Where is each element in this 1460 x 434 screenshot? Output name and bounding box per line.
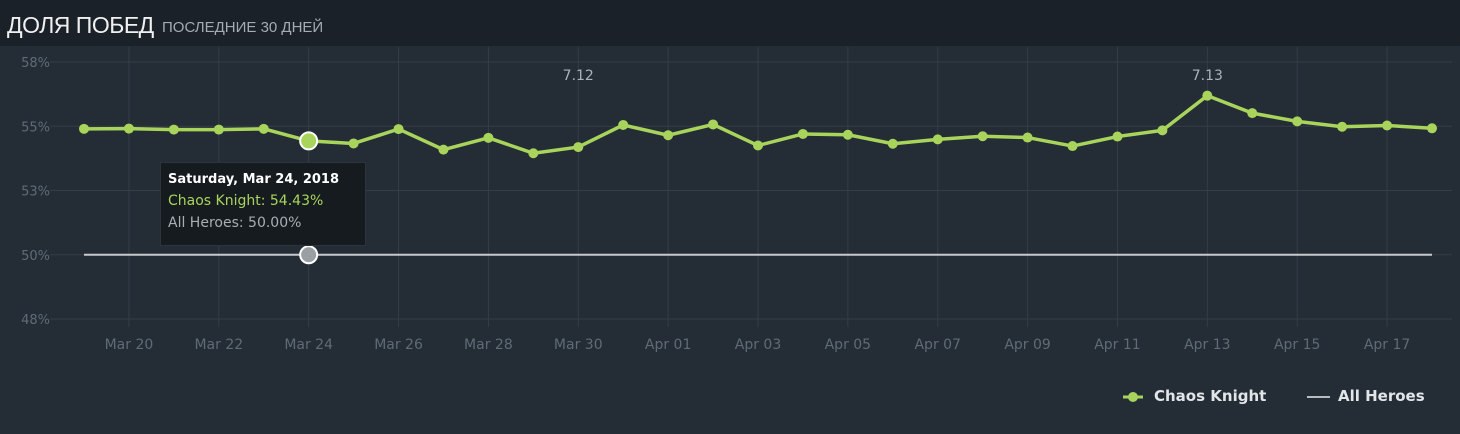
data-point	[483, 132, 494, 143]
x-tick-label: Apr 11	[1094, 337, 1140, 353]
x-tick-label: Apr 01	[645, 337, 691, 353]
data-point	[663, 130, 674, 141]
tooltip-hero-value: Chaos Knight: 54.43%	[168, 193, 324, 209]
data-point	[753, 140, 763, 151]
chart-header: ДОЛЯ ПОБЕД ПОСЛЕДНИЕ 30 ДНЕЙ	[0, 0, 1460, 46]
data-point	[1112, 131, 1123, 142]
data-point	[1292, 116, 1303, 127]
x-tick-label: Apr 03	[735, 337, 781, 353]
data-point	[79, 123, 89, 134]
data-point	[842, 129, 853, 140]
data-point	[438, 144, 449, 155]
x-tick-label: Mar 26	[374, 337, 423, 353]
x-tick-label: Mar 24	[284, 337, 333, 353]
highlight-point-baseline	[299, 245, 319, 265]
legend-label: Chaos Knight	[1154, 387, 1267, 405]
data-point	[1202, 90, 1213, 101]
data-point	[1022, 132, 1033, 143]
x-tick-label: Apr 07	[914, 337, 960, 353]
legend-marker-icon	[1123, 392, 1143, 402]
data-point	[708, 119, 719, 130]
patch-label: 7.12	[563, 68, 594, 84]
data-point	[168, 124, 179, 135]
hover-highlight	[299, 131, 319, 265]
data-point	[797, 128, 808, 139]
data-point	[393, 124, 404, 135]
data-point	[977, 131, 988, 142]
legend-label: All Heroes	[1338, 387, 1425, 405]
y-axis-labels: 58% 55% 53% 50% 48%	[21, 56, 50, 328]
x-tick-label: Mar 28	[464, 337, 513, 353]
data-point	[123, 123, 134, 134]
x-tick-label: Apr 13	[1184, 337, 1230, 353]
tooltip-date: Saturday, Mar 24, 2018	[168, 172, 340, 187]
x-tick-label: Mar 20	[105, 337, 154, 353]
x-axis-labels: Mar 20 Mar 22 Mar 24 Mar 26 Mar 28 Mar 30 Apr …	[105, 337, 1411, 353]
page-subtitle: ПОСЛЕДНИЕ 30 ДНЕЙ	[162, 19, 324, 36]
x-tick-label: Mar 30	[554, 337, 603, 353]
hover-tooltip: Saturday, Mar 24, 2018 Chaos Knight: 54.…	[160, 162, 366, 246]
legend-line-icon	[1307, 396, 1330, 398]
x-tick-label: Apr 17	[1364, 337, 1410, 353]
y-tick-label: 50%	[21, 249, 50, 264]
tooltip-all-heroes-value: All Heroes: 50.00%	[168, 215, 302, 231]
data-point	[258, 123, 269, 134]
patch-annotations: 7.12 7.13	[563, 68, 1223, 84]
vertical-gridlines	[128, 47, 1388, 327]
data-point	[348, 138, 359, 149]
data-point	[887, 138, 898, 149]
y-tick-label: 55%	[21, 120, 50, 135]
x-tick-label: Apr 15	[1274, 337, 1320, 353]
data-point	[213, 124, 224, 135]
page-title: ДОЛЯ ПОБЕД	[7, 12, 154, 38]
y-tick-label: 53%	[21, 185, 50, 200]
data-point	[932, 134, 943, 145]
data-point	[1157, 125, 1168, 136]
data-point	[1382, 120, 1393, 131]
x-tick-label: Mar 22	[194, 337, 243, 353]
data-point	[1067, 141, 1078, 152]
highlight-point-hero	[299, 131, 319, 151]
data-point	[1337, 121, 1348, 132]
x-tick-label: Apr 05	[825, 337, 871, 353]
data-point	[528, 148, 539, 159]
data-point	[1427, 123, 1437, 134]
patch-label: 7.13	[1192, 68, 1223, 84]
data-point	[573, 142, 584, 153]
x-tick-label: Apr 09	[1004, 337, 1050, 353]
data-point	[618, 119, 629, 130]
y-tick-label: 58%	[21, 56, 50, 71]
y-tick-label: 48%	[21, 313, 50, 328]
data-point	[1247, 108, 1258, 119]
